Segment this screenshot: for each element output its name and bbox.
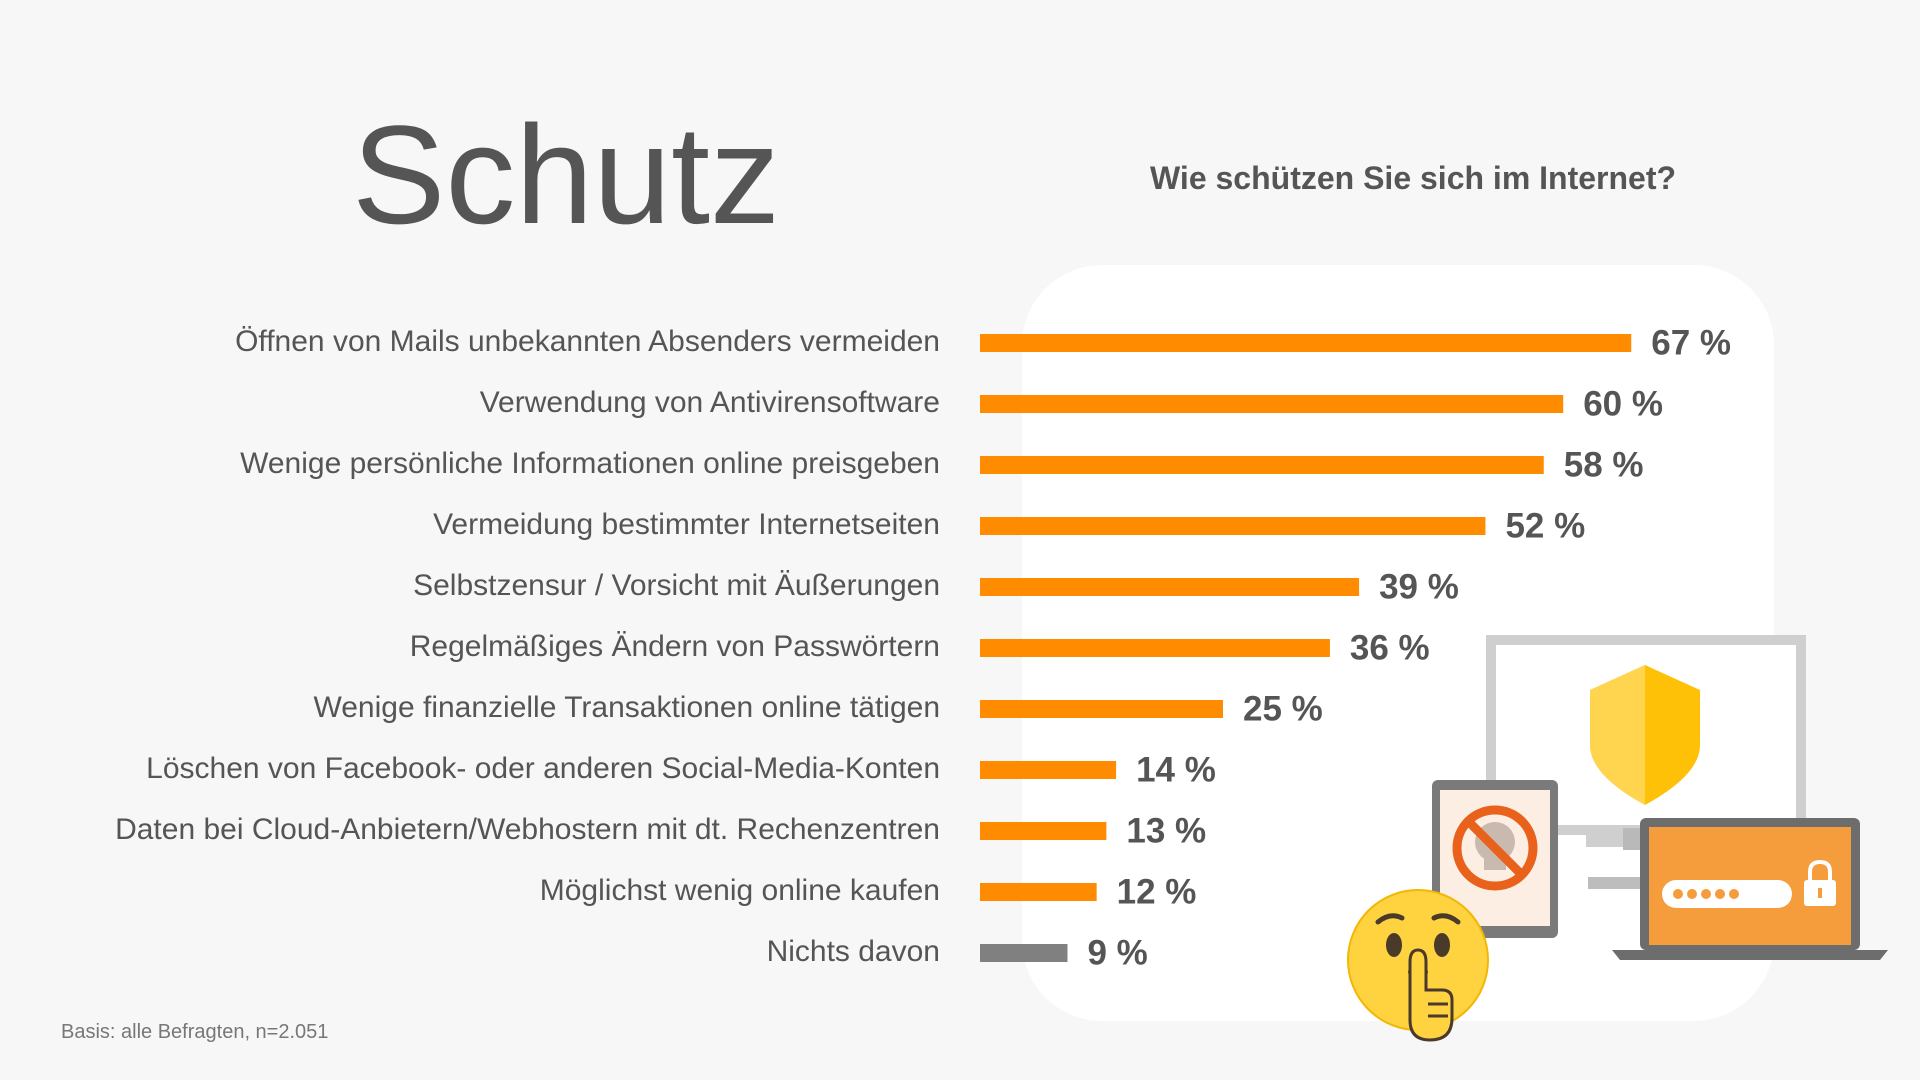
category-label: Möglichst wenig online kaufen (540, 874, 940, 907)
bar (980, 395, 1564, 413)
value-label: 36 % (1350, 628, 1430, 667)
category-label: Wenige persönliche Informationen online … (240, 447, 940, 480)
value-label: 67 % (1651, 323, 1731, 362)
category-label: Verwendung von Antivirensoftware (480, 386, 940, 419)
footnote: Basis: alle Befragten, n=2.051 (61, 1021, 329, 1043)
padlock-icon (1804, 859, 1836, 906)
bar (980, 334, 1632, 352)
bar (980, 456, 1544, 474)
category-label: Regelmäßiges Ändern von Passwörtern (410, 630, 940, 663)
bar (980, 639, 1330, 657)
shushing-face-emoji (1347, 889, 1489, 1042)
category-label: Löschen von Facebook- oder anderen Socia… (146, 752, 940, 785)
value-label: 52 % (1505, 506, 1585, 545)
category-label: Daten bei Cloud-Anbietern/Webhostern mit… (115, 813, 940, 846)
value-label: 39 % (1379, 567, 1459, 606)
bar (980, 700, 1223, 718)
value-label: 13 % (1126, 811, 1206, 850)
no-skull-icon (1452, 805, 1538, 891)
bar (980, 517, 1486, 535)
category-label: Öffnen von Mails unbekannten Absenders v… (235, 325, 940, 358)
bar (980, 944, 1068, 962)
bar (980, 578, 1360, 596)
page-title: Schutz (352, 96, 780, 253)
category-label: Nichts davon (767, 935, 940, 968)
shield-icon (1590, 665, 1700, 805)
category-label: Selbstzensur / Vorsicht mit Äußerungen (413, 569, 940, 602)
password-field-icon (1662, 880, 1792, 908)
bar (980, 883, 1097, 901)
value-label: 58 % (1564, 445, 1644, 484)
value-label: 9 % (1087, 933, 1147, 972)
bar (980, 822, 1107, 840)
category-label: Wenige finanzielle Transaktionen online … (313, 691, 940, 724)
bar (980, 761, 1117, 779)
category-label: Vermeidung bestimmter Internetseiten (433, 508, 940, 541)
value-label: 60 % (1583, 384, 1663, 423)
chart-question: Wie schützen Sie sich im Internet? (1150, 160, 1677, 196)
value-label: 12 % (1117, 872, 1197, 911)
value-label: 25 % (1243, 689, 1323, 728)
value-label: 14 % (1136, 750, 1216, 789)
